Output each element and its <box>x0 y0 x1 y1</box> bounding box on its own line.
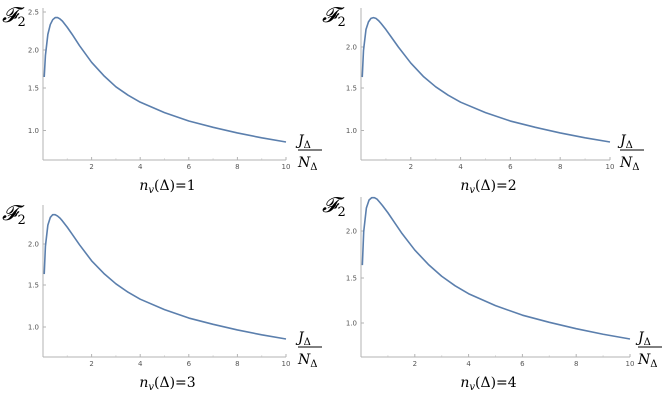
x-tick-label: 10 <box>606 163 615 171</box>
y-tick-label: 1.5 <box>346 275 357 283</box>
y-tick-label: 1.0 <box>28 127 39 135</box>
x-label-num-symbol: J <box>635 330 645 346</box>
x-label-denominator: NΔ <box>637 352 657 370</box>
y-tick-label: 2.0 <box>346 228 357 236</box>
x-tick-label: 6 <box>187 163 192 171</box>
y-tick-label: 2.5 <box>28 9 39 17</box>
x-tick-label: 8 <box>235 360 239 368</box>
x-tick-label: 2 <box>413 360 417 368</box>
y-tick-label: 1.5 <box>28 85 39 93</box>
x-label-den-subscript: Δ <box>650 359 657 370</box>
y-label-subscript: 2 <box>338 15 346 30</box>
y-tick-label: 1.5 <box>28 282 39 290</box>
x-tick-label: 2 <box>89 163 93 171</box>
x-label-num-subscript: Δ <box>644 337 651 348</box>
y-label-subscript: 2 <box>338 205 346 220</box>
x-label-numerator: JΔ <box>635 330 651 348</box>
caption-value: (Δ)=2 <box>475 178 517 194</box>
x-label-denominator: NΔ <box>297 155 317 173</box>
x-tick-label: 10 <box>626 360 635 368</box>
caption-symbol: n <box>460 178 469 194</box>
x-tick-label: 4 <box>138 360 143 368</box>
y-tick-label: 2.0 <box>346 44 357 52</box>
x-label-den-symbol: N <box>619 155 633 171</box>
caption-subscript: v <box>148 185 154 196</box>
y-tick-label: 2.0 <box>28 47 39 55</box>
y-axis-label: 𝓕2 <box>322 3 346 30</box>
y-label-subscript: 2 <box>18 213 26 228</box>
caption-subscript: v <box>469 185 475 196</box>
series-line <box>43 16 287 143</box>
x-label-den-subscript: Δ <box>632 162 639 173</box>
series-line <box>43 213 287 340</box>
y-tick-label: 1.5 <box>346 85 357 93</box>
x-label-den-symbol: N <box>297 155 311 171</box>
x-label-den-subscript: Δ <box>310 162 317 173</box>
panel-caption: nv(Δ)=1 <box>139 178 195 196</box>
y-axis-label: 𝓕2 <box>2 201 26 228</box>
x-label-denominator: NΔ <box>619 155 639 173</box>
caption-symbol: n <box>460 375 469 391</box>
x-label-numerator: JΔ <box>617 133 633 151</box>
caption-subscript: v <box>148 382 154 393</box>
series-line <box>361 16 611 143</box>
y-axis-label: 𝓕2 <box>2 3 26 30</box>
y-label-subscript: 2 <box>18 15 26 30</box>
x-label-num-subscript: Δ <box>304 337 311 348</box>
x-label-den-symbol: N <box>637 352 651 368</box>
x-label-num-symbol: J <box>617 133 627 149</box>
x-label-num-symbol: J <box>295 330 305 346</box>
x-label-numerator: JΔ <box>295 330 311 348</box>
panel-caption: nv(Δ)=4 <box>460 375 516 393</box>
caption-value: (Δ)=4 <box>475 375 517 391</box>
y-tick-label: 2.0 <box>28 241 39 249</box>
x-label-num-subscript: Δ <box>304 140 311 151</box>
caption-value: (Δ)=1 <box>154 178 196 194</box>
x-tick-label: 6 <box>520 360 525 368</box>
caption-symbol: n <box>139 375 148 391</box>
x-tick-label: 4 <box>466 360 471 368</box>
x-tick-label: 8 <box>235 163 239 171</box>
x-tick-label: 4 <box>458 163 463 171</box>
x-label-den-symbol: N <box>297 352 311 368</box>
x-label-denominator: NΔ <box>297 352 317 370</box>
x-tick-label: 10 <box>282 163 291 171</box>
panel-caption: nv(Δ)=3 <box>139 375 195 393</box>
x-tick-label: 8 <box>574 360 578 368</box>
x-label-num-symbol: J <box>295 133 305 149</box>
x-label-numerator: JΔ <box>295 133 311 151</box>
caption-symbol: n <box>139 178 148 194</box>
y-axis-label: 𝓕2 <box>322 193 346 220</box>
caption-value: (Δ)=3 <box>154 375 196 391</box>
y-tick-label: 1.0 <box>346 127 357 135</box>
x-tick-label: 10 <box>282 360 291 368</box>
x-label-den-subscript: Δ <box>310 359 317 370</box>
caption-subscript: v <box>469 382 475 393</box>
x-tick-label: 2 <box>409 163 413 171</box>
series-line <box>361 196 631 340</box>
x-label-num-subscript: Δ <box>626 140 633 151</box>
x-tick-label: 6 <box>508 163 513 171</box>
x-tick-label: 8 <box>558 163 562 171</box>
x-tick-label: 4 <box>138 163 143 171</box>
x-tick-label: 2 <box>89 360 93 368</box>
y-tick-label: 1.0 <box>28 324 39 332</box>
panel-caption: nv(Δ)=2 <box>460 178 516 196</box>
y-tick-label: 1.0 <box>346 320 357 328</box>
x-tick-label: 6 <box>187 360 192 368</box>
